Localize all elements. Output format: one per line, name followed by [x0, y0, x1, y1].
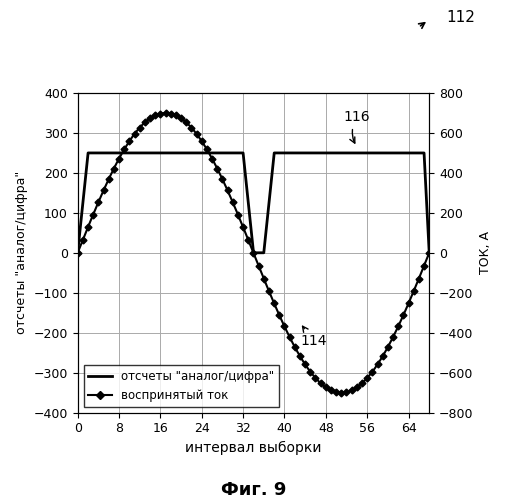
Text: 114: 114 [300, 326, 327, 347]
Line: отсчеты "аналог/цифра": отсчеты "аналог/цифра" [78, 153, 429, 253]
воспринятый ток [337, 390, 343, 396]
воспринятый ток [163, 110, 169, 116]
воспринятый ток [426, 250, 432, 256]
воспринятый ток [364, 376, 370, 382]
воспринятый ток [75, 250, 81, 256]
отсчеты "аналог/цифра" [300, 150, 306, 156]
воспринятый ток [285, 332, 292, 338]
воспринятый ток [209, 156, 215, 162]
отсчеты "аналог/цифра" [404, 150, 410, 156]
отсчеты "аналог/цифра" [426, 250, 432, 256]
отсчеты "аналог/цифра" [327, 150, 333, 156]
Y-axis label: ТОК, А: ТОК, А [479, 232, 492, 274]
Y-axis label: отсчеты "аналог/цифра": отсчеты "аналог/цифра" [15, 171, 28, 334]
отсчеты "аналог/цифра" [75, 250, 81, 256]
X-axis label: интервал выборки: интервал выборки [185, 441, 321, 455]
отсчеты "аналог/цифра" [162, 150, 168, 156]
воспринятый ток [303, 363, 309, 369]
отсчеты "аналог/цифра" [287, 150, 294, 156]
Line: воспринятый ток: воспринятый ток [78, 113, 429, 392]
Text: 112: 112 [446, 10, 475, 26]
отсчеты "аналог/цифра" [241, 158, 247, 164]
Text: 116: 116 [344, 110, 370, 143]
Text: Фиг. 9: Фиг. 9 [221, 481, 286, 499]
воспринятый ток [338, 390, 344, 396]
отсчеты "аналог/цифра" [85, 150, 91, 156]
воспринятый ток [138, 122, 144, 128]
Legend: отсчеты "аналог/цифра", воспринятый ток: отсчеты "аналог/цифра", воспринятый ток [84, 366, 279, 406]
